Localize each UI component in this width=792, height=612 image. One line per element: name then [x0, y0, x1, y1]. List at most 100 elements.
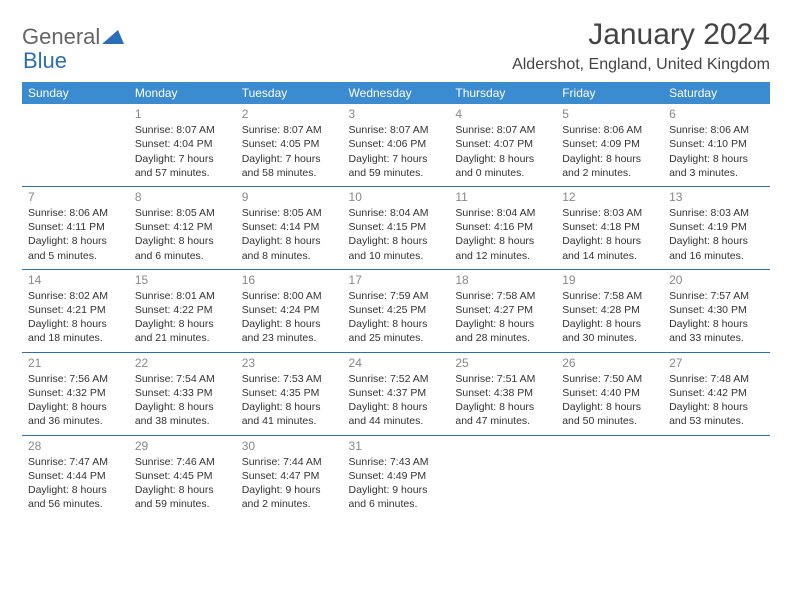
- daylight-line: Daylight: 7 hours and 57 minutes.: [135, 152, 230, 180]
- day-number: 22: [135, 355, 230, 371]
- logo-text-2: Blue: [23, 48, 67, 74]
- calendar-cell: 2Sunrise: 8:07 AMSunset: 4:05 PMDaylight…: [236, 104, 343, 186]
- sunset-line: Sunset: 4:09 PM: [562, 137, 657, 151]
- day-number: 14: [28, 272, 123, 288]
- sunrise-line: Sunrise: 7:46 AM: [135, 455, 230, 469]
- calendar-cell: [22, 104, 129, 186]
- sunrise-line: Sunrise: 7:44 AM: [242, 455, 337, 469]
- daylight-line: Daylight: 8 hours and 41 minutes.: [242, 400, 337, 428]
- calendar-body: 1Sunrise: 8:07 AMSunset: 4:04 PMDaylight…: [22, 104, 770, 517]
- sunset-line: Sunset: 4:19 PM: [669, 220, 764, 234]
- location: Aldershot, England, United Kingdom: [512, 56, 770, 74]
- sunset-line: Sunset: 4:07 PM: [455, 137, 550, 151]
- day-number: 16: [242, 272, 337, 288]
- sunrise-line: Sunrise: 8:07 AM: [349, 123, 444, 137]
- calendar-cell: 9Sunrise: 8:05 AMSunset: 4:14 PMDaylight…: [236, 186, 343, 269]
- calendar-row: 21Sunrise: 7:56 AMSunset: 4:32 PMDayligh…: [22, 352, 770, 435]
- weekday-header: Wednesday: [343, 82, 450, 104]
- sunrise-line: Sunrise: 7:43 AM: [349, 455, 444, 469]
- sunrise-line: Sunrise: 7:58 AM: [562, 289, 657, 303]
- sunset-line: Sunset: 4:35 PM: [242, 386, 337, 400]
- day-number: 20: [669, 272, 764, 288]
- sunset-line: Sunset: 4:30 PM: [669, 303, 764, 317]
- daylight-line: Daylight: 8 hours and 28 minutes.: [455, 317, 550, 345]
- calendar-cell: 26Sunrise: 7:50 AMSunset: 4:40 PMDayligh…: [556, 352, 663, 435]
- month-title: January 2024: [512, 18, 770, 52]
- daylight-line: Daylight: 8 hours and 44 minutes.: [349, 400, 444, 428]
- daylight-line: Daylight: 8 hours and 10 minutes.: [349, 234, 444, 262]
- calendar-row: 1Sunrise: 8:07 AMSunset: 4:04 PMDaylight…: [22, 104, 770, 186]
- daylight-line: Daylight: 8 hours and 36 minutes.: [28, 400, 123, 428]
- day-number: 21: [28, 355, 123, 371]
- sunrise-line: Sunrise: 8:05 AM: [242, 206, 337, 220]
- sunset-line: Sunset: 4:25 PM: [349, 303, 444, 317]
- day-number: 11: [455, 189, 550, 205]
- sunrise-line: Sunrise: 8:04 AM: [349, 206, 444, 220]
- day-number: 17: [349, 272, 444, 288]
- daylight-line: Daylight: 8 hours and 30 minutes.: [562, 317, 657, 345]
- calendar-cell: [663, 435, 770, 517]
- sunset-line: Sunset: 4:40 PM: [562, 386, 657, 400]
- logo-text-1: General: [22, 24, 100, 50]
- sunset-line: Sunset: 4:11 PM: [28, 220, 123, 234]
- sunset-line: Sunset: 4:33 PM: [135, 386, 230, 400]
- daylight-line: Daylight: 8 hours and 16 minutes.: [669, 234, 764, 262]
- day-number: 8: [135, 189, 230, 205]
- calendar-cell: [449, 435, 556, 517]
- sunset-line: Sunset: 4:12 PM: [135, 220, 230, 234]
- calendar-cell: 4Sunrise: 8:07 AMSunset: 4:07 PMDaylight…: [449, 104, 556, 186]
- day-number: 10: [349, 189, 444, 205]
- title-block: January 2024 Aldershot, England, United …: [512, 18, 770, 74]
- calendar-cell: 21Sunrise: 7:56 AMSunset: 4:32 PMDayligh…: [22, 352, 129, 435]
- sunrise-line: Sunrise: 8:06 AM: [669, 123, 764, 137]
- day-number: 4: [455, 106, 550, 122]
- sunrise-line: Sunrise: 7:47 AM: [28, 455, 123, 469]
- calendar-head: SundayMondayTuesdayWednesdayThursdayFrid…: [22, 82, 770, 104]
- daylight-line: Daylight: 8 hours and 53 minutes.: [669, 400, 764, 428]
- daylight-line: Daylight: 8 hours and 23 minutes.: [242, 317, 337, 345]
- sunrise-line: Sunrise: 8:02 AM: [28, 289, 123, 303]
- daylight-line: Daylight: 9 hours and 6 minutes.: [349, 483, 444, 511]
- daylight-line: Daylight: 8 hours and 38 minutes.: [135, 400, 230, 428]
- sunset-line: Sunset: 4:28 PM: [562, 303, 657, 317]
- sunrise-line: Sunrise: 7:59 AM: [349, 289, 444, 303]
- day-number: 1: [135, 106, 230, 122]
- sunset-line: Sunset: 4:38 PM: [455, 386, 550, 400]
- logo: General: [22, 24, 124, 50]
- daylight-line: Daylight: 8 hours and 21 minutes.: [135, 317, 230, 345]
- sunset-line: Sunset: 4:05 PM: [242, 137, 337, 151]
- daylight-line: Daylight: 8 hours and 14 minutes.: [562, 234, 657, 262]
- sunrise-line: Sunrise: 8:03 AM: [669, 206, 764, 220]
- calendar-cell: 18Sunrise: 7:58 AMSunset: 4:27 PMDayligh…: [449, 269, 556, 352]
- calendar-cell: 23Sunrise: 7:53 AMSunset: 4:35 PMDayligh…: [236, 352, 343, 435]
- weekday-header: Monday: [129, 82, 236, 104]
- calendar-cell: 16Sunrise: 8:00 AMSunset: 4:24 PMDayligh…: [236, 269, 343, 352]
- daylight-line: Daylight: 8 hours and 3 minutes.: [669, 152, 764, 180]
- sunrise-line: Sunrise: 8:07 AM: [455, 123, 550, 137]
- sunset-line: Sunset: 4:14 PM: [242, 220, 337, 234]
- triangle-icon: [102, 24, 124, 50]
- sunrise-line: Sunrise: 7:50 AM: [562, 372, 657, 386]
- sunrise-line: Sunrise: 7:57 AM: [669, 289, 764, 303]
- day-number: 2: [242, 106, 337, 122]
- sunrise-line: Sunrise: 8:07 AM: [135, 123, 230, 137]
- weekday-header: Saturday: [663, 82, 770, 104]
- sunrise-line: Sunrise: 8:03 AM: [562, 206, 657, 220]
- sunset-line: Sunset: 4:16 PM: [455, 220, 550, 234]
- day-number: 26: [562, 355, 657, 371]
- sunset-line: Sunset: 4:32 PM: [28, 386, 123, 400]
- sunset-line: Sunset: 4:15 PM: [349, 220, 444, 234]
- daylight-line: Daylight: 8 hours and 5 minutes.: [28, 234, 123, 262]
- daylight-line: Daylight: 8 hours and 12 minutes.: [455, 234, 550, 262]
- day-number: 3: [349, 106, 444, 122]
- weekday-header: Sunday: [22, 82, 129, 104]
- day-number: 15: [135, 272, 230, 288]
- daylight-line: Daylight: 8 hours and 47 minutes.: [455, 400, 550, 428]
- sunrise-line: Sunrise: 7:52 AM: [349, 372, 444, 386]
- calendar-cell: 12Sunrise: 8:03 AMSunset: 4:18 PMDayligh…: [556, 186, 663, 269]
- sunset-line: Sunset: 4:42 PM: [669, 386, 764, 400]
- calendar-cell: 22Sunrise: 7:54 AMSunset: 4:33 PMDayligh…: [129, 352, 236, 435]
- calendar-cell: 10Sunrise: 8:04 AMSunset: 4:15 PMDayligh…: [343, 186, 450, 269]
- sunset-line: Sunset: 4:44 PM: [28, 469, 123, 483]
- day-number: 18: [455, 272, 550, 288]
